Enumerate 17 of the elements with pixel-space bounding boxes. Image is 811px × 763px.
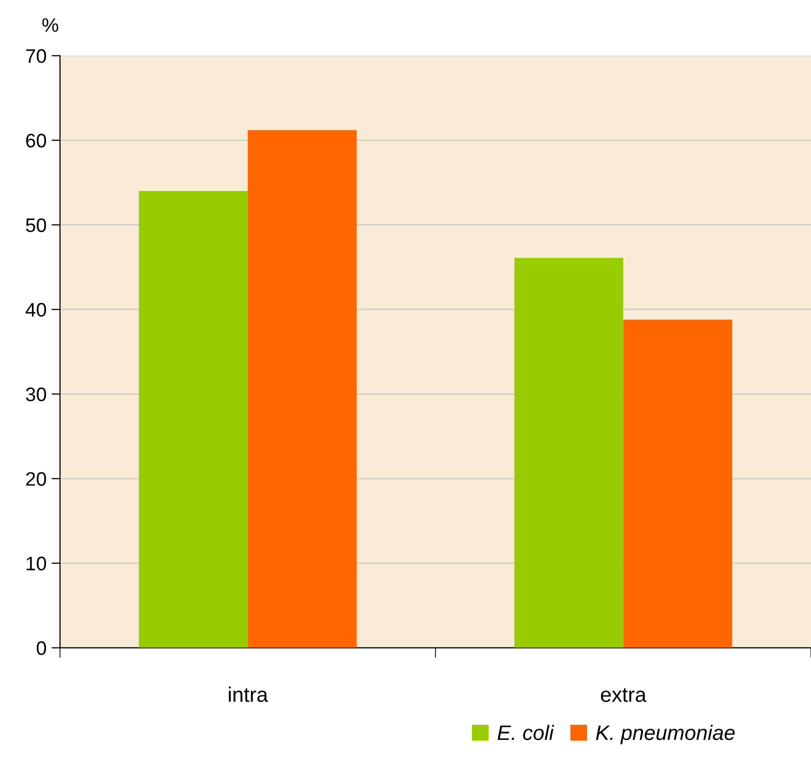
y-tick-label: 60 — [26, 134, 46, 148]
x-tick-label: intra — [228, 686, 268, 702]
x-tick-label: extra — [600, 688, 646, 702]
bar — [514, 258, 624, 648]
y-tick-label: 40 — [26, 302, 46, 317]
bar — [248, 130, 357, 648]
y-tick-label: 70 — [26, 49, 46, 63]
y-tick-label: 20 — [26, 472, 46, 486]
y-tick-label: 0 — [36, 641, 46, 656]
y-tick-label: 50 — [26, 218, 46, 232]
bar — [138, 191, 248, 648]
y-tick-label: 30 — [26, 388, 46, 402]
y-axis-title: % — [42, 18, 58, 32]
legend-label: K. pneumoniae — [596, 724, 735, 744]
legend-label: E. coli — [498, 724, 554, 740]
bar — [623, 320, 732, 648]
y-tick-label: 10 — [26, 556, 46, 570]
